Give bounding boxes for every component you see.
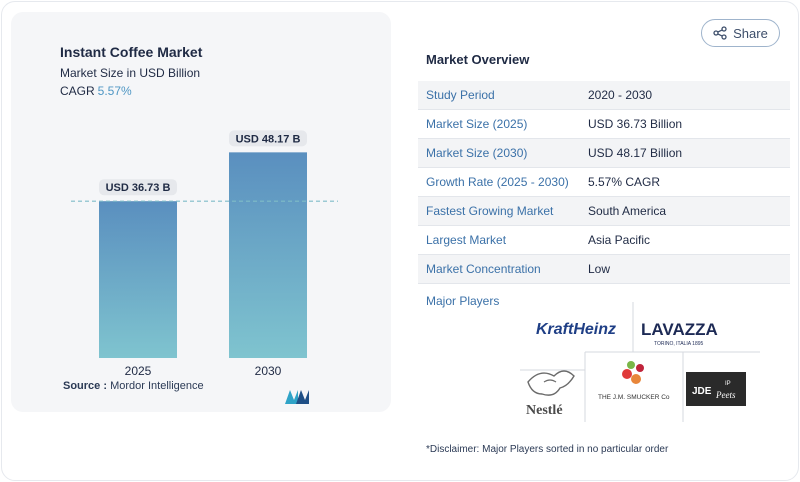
chart-card bbox=[11, 12, 391, 412]
share-button[interactable]: Share bbox=[701, 19, 780, 47]
overview-table: Study Period 2020 - 2030 Market Size (202… bbox=[418, 81, 790, 284]
overview-row: Largest Market Asia Pacific bbox=[418, 226, 790, 255]
data-label: USD 48.17 B bbox=[236, 133, 301, 145]
overview-value: Asia Pacific bbox=[588, 233, 651, 247]
jde-peets-logo: JDE Peets IP bbox=[686, 372, 746, 406]
overview-value: USD 36.73 Billion bbox=[588, 117, 683, 131]
kraft-heinz-logo: KraftHeinz bbox=[536, 321, 616, 338]
overview-row: Study Period 2020 - 2030 bbox=[418, 81, 790, 110]
jde-peets-badge bbox=[686, 372, 746, 406]
peets-text: Peets bbox=[715, 390, 736, 400]
overview-key: Growth Rate (2025 - 2030) bbox=[426, 175, 569, 189]
overview-key: Market Concentration bbox=[426, 262, 541, 276]
overview-value: 2020 - 2030 bbox=[588, 88, 653, 102]
share-icon bbox=[713, 26, 727, 40]
cagr-label: CAGR bbox=[60, 84, 95, 98]
bar-chart: USD 36.73 B 2025 USD 48.17 B 2030 bbox=[71, 130, 338, 378]
overview-row: Fastest Growing Market South America bbox=[418, 197, 790, 226]
nestle-logo: Nestlé bbox=[526, 370, 575, 418]
source-value: Mordor Intelligence bbox=[110, 380, 204, 392]
overview-title: Market Overview bbox=[426, 52, 530, 67]
overview-value: Low bbox=[588, 262, 611, 276]
jde-text: JDE bbox=[692, 386, 712, 397]
overview-key: Market Size (2030) bbox=[426, 146, 528, 160]
smucker-logo: THE J.M. SMUCKER Co bbox=[598, 361, 670, 401]
bar-2030 bbox=[229, 152, 307, 358]
lavazza-text: LAVAZZA bbox=[641, 320, 718, 339]
data-label-bg bbox=[99, 179, 177, 196]
jde-peets-sup: IP bbox=[725, 381, 731, 387]
x-tick-label: 2030 bbox=[255, 364, 282, 378]
smucker-fruit-icon bbox=[622, 369, 632, 379]
overview-value: 5.57% CAGR bbox=[588, 175, 661, 189]
smucker-text: THE J.M. SMUCKER Co bbox=[598, 394, 670, 401]
mordor-logo-icon bbox=[285, 390, 309, 404]
overview-key: Market Size (2025) bbox=[426, 117, 528, 131]
overview-value: South America bbox=[588, 204, 667, 218]
major-players-logos: KraftHeinz LAVAZZA TORINO, ITALIA 1895 N… bbox=[520, 302, 760, 422]
source-line: Source : Mordor Intelligence bbox=[63, 380, 204, 392]
data-label-bg bbox=[229, 130, 307, 147]
data-label: USD 36.73 B bbox=[106, 182, 171, 194]
nestle-text: Nestlé bbox=[526, 403, 563, 418]
cagr-value: 5.57% bbox=[97, 84, 132, 98]
overview-row: Growth Rate (2025 - 2030) 5.57% CAGR bbox=[418, 168, 790, 197]
overview-row: Market Size (2025) USD 36.73 Billion bbox=[418, 110, 790, 139]
overview-row: Market Size (2030) USD 48.17 Billion bbox=[418, 139, 790, 168]
chart-title: Instant Coffee Market bbox=[60, 44, 203, 60]
overview-key: Study Period bbox=[426, 88, 495, 102]
chart-subtitle: Market Size in USD Billion bbox=[60, 66, 201, 80]
chart-cagr: CAGR 5.57% bbox=[60, 84, 132, 98]
lavazza-tagline: TORINO, ITALIA 1895 bbox=[654, 341, 703, 347]
disclaimer: *Disclaimer: Major Players sorted in no … bbox=[426, 444, 669, 455]
nestle-nest-icon bbox=[527, 370, 575, 396]
bar-2025 bbox=[99, 201, 177, 358]
lavazza-logo: LAVAZZA TORINO, ITALIA 1895 bbox=[641, 320, 718, 347]
overview-key: Largest Market bbox=[426, 233, 507, 247]
kraft-heinz-text: KraftHeinz bbox=[536, 321, 616, 338]
overview-value: USD 48.17 Billion bbox=[588, 146, 683, 160]
major-players-title: Major Players bbox=[426, 294, 500, 308]
share-label: Share bbox=[733, 25, 768, 41]
x-tick-label: 2025 bbox=[125, 364, 152, 378]
source-label: Source : bbox=[63, 380, 108, 392]
overview-row: Market Concentration Low bbox=[418, 255, 790, 284]
overview-key: Fastest Growing Market bbox=[426, 204, 554, 218]
